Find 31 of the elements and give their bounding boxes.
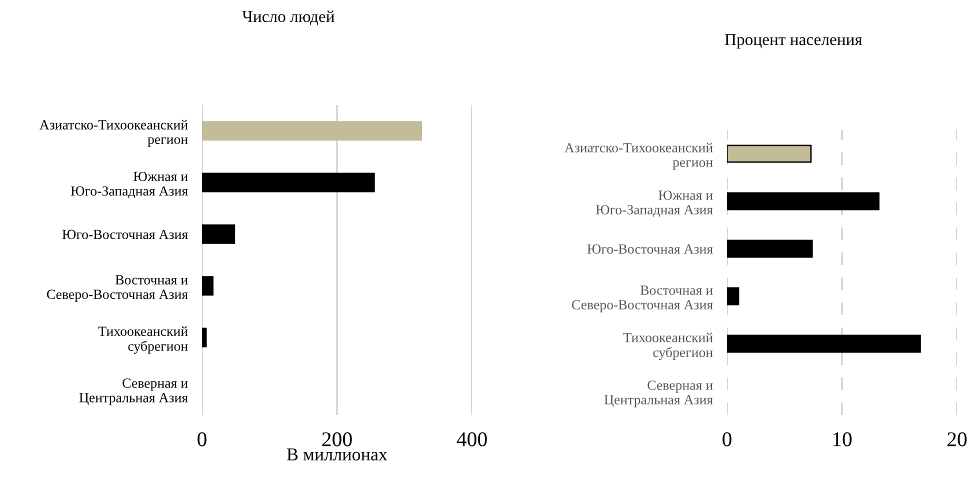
chart-title: Процент населения: [724, 34, 862, 49]
y-tick-label: Южная и Юго-Западная Азия: [596, 190, 713, 217]
bar: [727, 334, 921, 353]
y-tick-label: Юго-Восточная Азия: [587, 244, 713, 254]
bar: [202, 328, 207, 348]
x-tick-label: 200: [322, 432, 352, 446]
bar: [727, 144, 812, 163]
bar: [727, 287, 740, 306]
bar: [202, 172, 375, 192]
y-tick-label: Тихоокеанский субрегион: [623, 332, 713, 360]
y-tick-label: Восточная и Северо-Восточная Азия: [46, 275, 188, 302]
x-tick-label: 0: [722, 432, 732, 446]
y-tick-label: Восточная и Северо-Восточная Азия: [572, 286, 713, 312]
y-tick-label: Тихоокеанский субрегион: [98, 326, 188, 354]
x-axis-title: В миллионах: [286, 448, 388, 460]
y-tick-label: Южная и Юго-Западная Азия: [70, 172, 188, 198]
y-tick-label: Азиатско-Тихоокеанский регион: [39, 120, 188, 147]
bar: [202, 121, 422, 141]
bar: [202, 276, 214, 296]
y-tick-label: Северная и Центральная Азия: [604, 380, 713, 408]
y-tick-label: Северная и Центральная Азия: [79, 378, 188, 406]
bar: [202, 224, 236, 244]
y-tick-label: Азиатско-Тихоокеанский регион: [564, 142, 713, 170]
x-tick-label: 400: [456, 432, 487, 446]
y-tick-label: Юго-Восточная Азия: [62, 230, 188, 240]
x-tick-label: 10: [833, 432, 852, 446]
bar: [727, 192, 880, 210]
x-tick-label: 0: [198, 432, 206, 446]
x-tick-label: 20: [948, 432, 967, 446]
bar: [727, 240, 813, 258]
chart-title: Число людей: [242, 10, 334, 26]
